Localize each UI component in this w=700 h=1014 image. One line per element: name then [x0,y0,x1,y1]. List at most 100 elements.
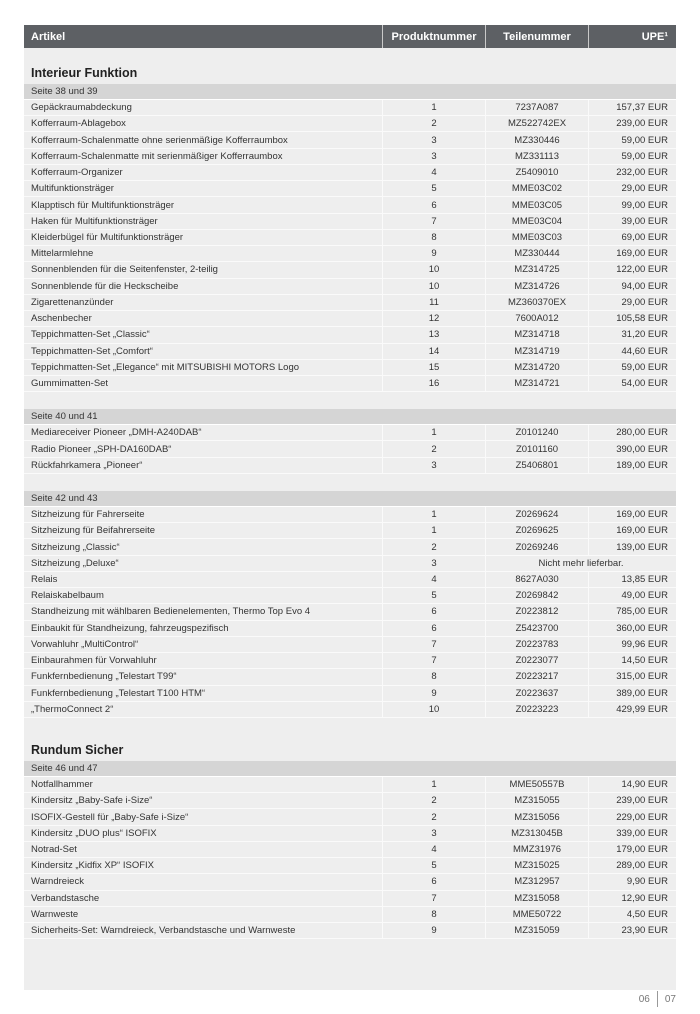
cell-artikel: Warndreieck [31,876,84,888]
cell-teilenummer: MZ312957 [485,874,588,890]
cell-upe: 59,00 EUR [588,359,676,375]
cell-produktnummer: 1 [382,776,485,793]
cell-produktnummer: 15 [382,359,485,375]
cell-upe: 99,00 EUR [588,197,676,213]
cell-produktnummer: 3 [382,148,485,164]
table-row: Standheizung mit wählbaren Bedienelement… [24,604,676,621]
accessory-price-table: Artikel Produktnummer Teilenummer UPE¹ I… [24,25,676,990]
cell-produktnummer: 13 [382,327,485,343]
cell-upe: 14,50 EUR [588,653,676,669]
cell-artikel: Kofferraum-Ablagebox [31,118,126,130]
cell-artikel: Warnweste [31,908,79,920]
cell-teilenummer: Z5409010 [485,164,588,181]
cell-produktnummer: 1 [382,506,485,523]
table-row: Multifunktionsträger 5 MME03C02 29,00 EUR [24,181,676,198]
cell-availability-note: Nicht mehr lieferbar. [485,555,676,571]
cell-produktnummer: 1 [382,523,485,539]
table-row: Klapptisch für Multifunktionsträger 6 MME0… [24,197,676,214]
cell-teilenummer: Z0223783 [485,636,588,653]
cell-teilenummer: MZ331113 [485,148,588,164]
cell-artikel: Verbandstasche [31,892,100,904]
cell-produktnummer: 12 [382,311,485,327]
table-row: Sitzheizung für Beifahrerseite 1 Z0269625 1… [24,523,676,540]
table-row: Zigarettenanzünder 11 MZ360370EX 29,00 EUR [24,294,676,312]
section-title: Rundum Sicher [31,742,124,757]
table-row: Aschenbecher 12 7600A012 105,58 EUR [24,311,676,328]
cell-upe: 44,60 EUR [588,343,676,359]
cell-teilenummer: MZ522742EX [485,116,588,132]
spacer [24,392,676,409]
cell-upe: 59,00 EUR [588,148,676,164]
cell-produktnummer: 3 [382,457,485,473]
cell-artikel: Notfallhammer [31,779,93,791]
spacer [24,474,676,491]
cell-teilenummer: MME03C04 [485,213,588,229]
cell-artikel: Einbaurahmen für Vorwahluhr [31,655,157,667]
cell-teilenummer: Z0269625 [485,523,588,539]
cell-artikel: Sitzheizung „Classic“ [31,541,120,553]
cell-produktnummer: 7 [382,653,485,669]
table-row: Warnweste 8 MME50722 4,50 EUR [24,906,676,924]
cell-artikel: Sitzheizung für Beifahrerseite [31,525,156,537]
table-row: Gepäckraumabdeckung 1 7237A087 157,37 EUR [24,100,676,117]
cell-upe: 229,00 EUR [588,809,676,825]
cell-artikel: Rückfahrkamera „Pioneer“ [31,459,143,471]
header-produktnummer: Produktnummer [382,25,485,48]
spacer [24,718,676,735]
table-row: Vorwahluhr „MultiControl“ 7 Z0223783 99,96 … [24,636,676,654]
cell-produktnummer: 10 [382,262,485,278]
table-row: Kofferraum-Organizer 4 Z5409010 232,00 EUR [24,164,676,182]
table-row: Sonnenblenden für die Seitenfenster, 2-t… [24,262,676,279]
cell-teilenummer: MZ315056 [485,809,588,825]
cell-teilenummer: MZ315055 [485,793,588,809]
cell-teilenummer: Z0269246 [485,539,588,555]
cell-produktnummer: 1 [382,425,485,441]
table-row: Notfallhammer 1 MME50557B 14,90 EUR [24,776,676,794]
cell-produktnummer: 16 [382,375,485,392]
cell-upe: 390,00 EUR [588,441,676,457]
cell-artikel: Sitzheizung für Fahrerseite [31,509,145,521]
cell-produktnummer: 6 [382,874,485,890]
cell-teilenummer: MZ314726 [485,278,588,294]
cell-produktnummer: 4 [382,571,485,588]
cell-artikel: „ThermoConnect 2“ [31,703,114,715]
cell-produktnummer: 4 [382,164,485,181]
cell-teilenummer: 8627A030 [485,571,588,588]
cell-artikel: Sonnenblende für die Heckscheibe [31,280,179,292]
cell-produktnummer: 7 [382,636,485,653]
cell-upe: 29,00 EUR [588,294,676,311]
cell-upe: 179,00 EUR [588,841,676,858]
cell-artikel: Aschenbecher [31,313,92,325]
cell-upe: 23,90 EUR [588,923,676,939]
cell-artikel: Radio Pioneer „SPH-DA160DAB“ [31,443,172,455]
cell-artikel: Vorwahluhr „MultiControl“ [31,638,139,650]
table-row: Kofferraum-Ablagebox 2 MZ522742EX 239,00 EU… [24,116,676,133]
cell-upe: 157,37 EUR [588,100,676,116]
cell-upe: 69,00 EUR [588,229,676,246]
cell-teilenummer: MMZ31976 [485,841,588,858]
cell-teilenummer: Z5423700 [485,620,588,636]
cell-upe: 232,00 EUR [588,164,676,181]
cell-teilenummer: MZ314721 [485,375,588,392]
cell-produktnummer: 8 [382,669,485,685]
page-number-right: 07 [664,993,676,1005]
cell-artikel: Standheizung mit wählbaren Bedienelement… [31,606,311,618]
cell-artikel: ISOFIX-Gestell für „Baby-Safe i-Size“ [31,811,189,823]
table-row: Einbaukit für Standheizung, fahrzeugspez… [24,620,676,637]
cell-teilenummer: MME03C03 [485,229,588,246]
header-teilenummer: Teilenummer [485,25,588,48]
cell-produktnummer: 6 [382,620,485,636]
cell-upe: 12,90 EUR [588,890,676,906]
cell-produktnummer: 8 [382,229,485,246]
cell-teilenummer: MZ314725 [485,262,588,278]
cell-artikel: Teppichmatten-Set „Elegance“ mit MITSUBI… [31,361,300,373]
table-row: Sitzheizung „Classic“ 2 Z0269246 139,00 EUR [24,539,676,556]
page-group-label: Seite 38 und 39 [24,84,676,100]
cell-teilenummer: Z0223217 [485,669,588,685]
cell-artikel: Kindersitz „Kidfix XP“ ISOFIX [31,860,155,872]
table-row: Relaiskabelbaum 5 Z0269842 49,00 EUR [24,588,676,605]
table-row: Warndreieck 6 MZ312957 9,90 EUR [24,874,676,891]
cell-artikel: Kindersitz „DUO plus“ ISOFIX [31,827,157,839]
table-row: Kofferraum-Schalenmatte mit serienmäßige… [24,148,676,165]
cell-produktnummer: 7 [382,213,485,229]
